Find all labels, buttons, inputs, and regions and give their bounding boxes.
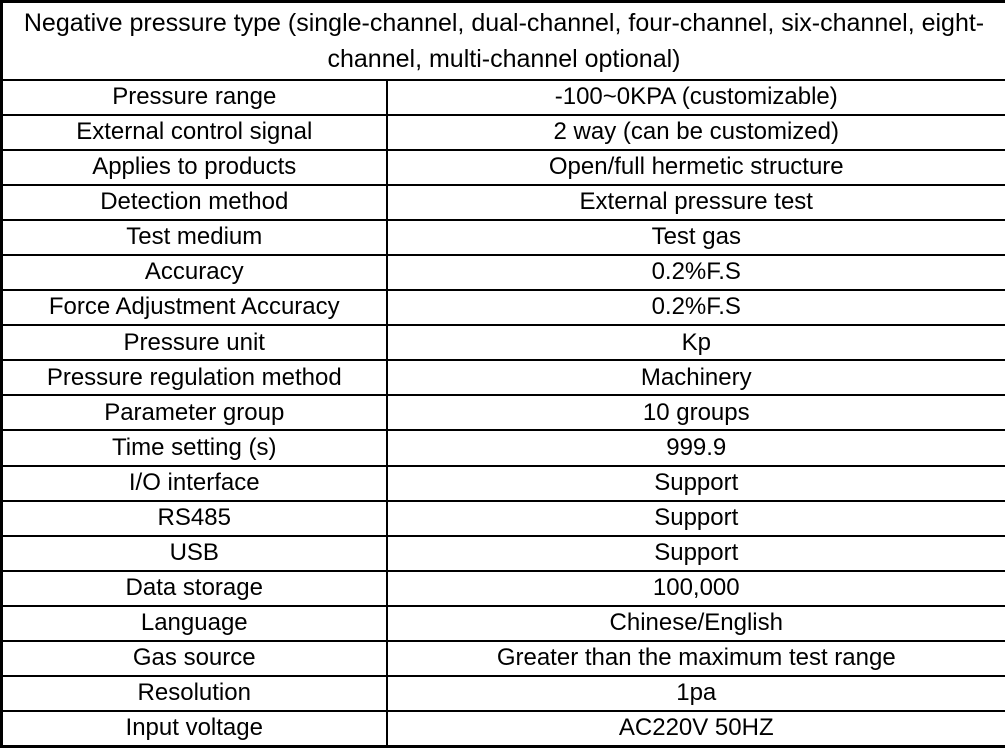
spec-label: Accuracy [0,253,388,292]
table-row: Force Adjustment Accuracy 0.2%F.S [0,289,1005,327]
spec-value: Kp [385,324,1005,362]
spec-label: RS485 [0,499,388,537]
table-row: Test medium Test gas [0,218,1005,256]
spec-label: Input voltage [0,710,388,748]
spec-value: Chinese/English [385,604,1005,643]
spec-value: Test gas [385,218,1005,256]
table-body: Pressure range -100~0KPA (customizable) … [0,78,1005,748]
spec-value: 999.9 [385,429,1005,467]
table-row: I/O interface Support [0,464,1005,502]
table-row: Time setting (s) 999.9 [0,429,1005,467]
table-row: Applies to products Open/full hermetic s… [0,148,1005,186]
table-row: Gas source Greater than the maximum test… [0,639,1005,678]
spec-label: Test medium [0,218,388,256]
spec-value: Support [385,464,1005,502]
table-header: Negative pressure type (single-channel, … [0,0,1005,81]
spec-label: Pressure regulation method [0,359,388,397]
spec-value: -100~0KPA (customizable) [385,78,1005,116]
spec-label: Applies to products [0,148,388,186]
spec-label: Gas source [0,639,388,678]
table-row: Input voltage AC220V 50HZ [0,710,1005,748]
table-row: Detection method External pressure test [0,183,1005,221]
table-header-row: Negative pressure type (single-channel, … [0,0,1005,81]
table-row: Resolution 1pa [0,675,1005,713]
spec-value: 0.2%F.S [385,253,1005,292]
table-row: Parameter group 10 groups [0,394,1005,432]
spec-value: Greater than the maximum test range [385,639,1005,678]
spec-label: External control signal [0,113,388,151]
spec-label: Pressure unit [0,324,388,362]
table-row: Pressure unit Kp [0,324,1005,362]
spec-label: Language [0,604,388,643]
spec-label: Detection method [0,183,388,221]
spec-value: 10 groups [385,394,1005,432]
spec-value: 1pa [385,675,1005,713]
spec-value: Machinery [385,359,1005,397]
spec-label: Parameter group [0,394,388,432]
spec-value: 100,000 [385,569,1005,607]
spec-value: 2 way (can be customized) [385,113,1005,151]
table-row: Pressure regulation method Machinery [0,359,1005,397]
table-row: USB Support [0,534,1005,572]
spec-value: Support [385,499,1005,537]
spec-label: Resolution [0,675,388,713]
spec-label: Time setting (s) [0,429,388,467]
spec-value: Support [385,534,1005,572]
spec-label: Force Adjustment Accuracy [0,289,388,327]
table-row: External control signal 2 way (can be cu… [0,113,1005,151]
table-row: Pressure range -100~0KPA (customizable) [0,78,1005,116]
table-row: Accuracy 0.2%F.S [0,253,1005,292]
spec-value: External pressure test [385,183,1005,221]
spec-label: Data storage [0,569,388,607]
spec-value: 0.2%F.S [385,289,1005,327]
spec-label: Pressure range [0,78,388,116]
spec-value: Open/full hermetic structure [385,148,1005,186]
table-row: Data storage 100,000 [0,569,1005,607]
spec-label: USB [0,534,388,572]
table-row: RS485 Support [0,499,1005,537]
spec-label: I/O interface [0,464,388,502]
table-row: Language Chinese/English [0,604,1005,643]
spec-value: AC220V 50HZ [385,710,1005,748]
